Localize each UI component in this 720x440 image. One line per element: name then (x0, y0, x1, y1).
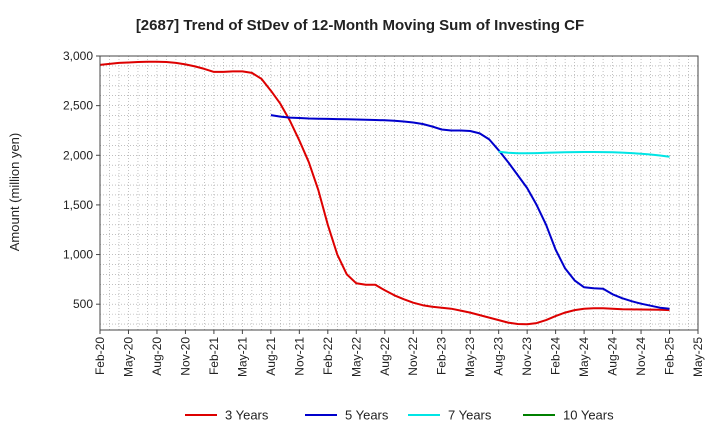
x-tick-label: Nov-23 (520, 337, 534, 376)
x-tick-label: Aug-20 (150, 337, 164, 376)
legend-label: 7 Years (448, 408, 492, 423)
x-tick-label: Feb-22 (321, 337, 335, 375)
legend-label: 5 Years (345, 408, 389, 423)
y-tick-label: 1,000 (63, 248, 93, 262)
chart-title: [2687] Trend of StDev of 12-Month Moving… (136, 17, 584, 34)
x-tick-label: Aug-24 (606, 337, 620, 376)
y-tick-label: 2,500 (63, 99, 93, 113)
series-line-7-years (498, 150, 670, 158)
y-tick-label: 1,500 (63, 198, 93, 212)
x-tick-label: Aug-23 (492, 337, 506, 376)
y-axis-label: Amount (million yen) (7, 133, 22, 252)
x-tick-label: Feb-25 (663, 337, 677, 375)
series-line-5-years (270, 114, 670, 310)
x-axis-ticks: Feb-20 May-20 Aug-20 Nov-20 Feb-21 May-21 Aug-… (93, 330, 705, 377)
y-tick-label: 3,000 (63, 49, 93, 63)
x-tick-label: Nov-20 (178, 337, 192, 376)
x-tick-label: Feb-20 (93, 337, 107, 375)
x-tick-label: Nov-21 (292, 337, 306, 376)
legend-label: 10 Years (563, 408, 614, 423)
x-tick-label: Feb-21 (207, 337, 221, 375)
y-axis-ticks: 500 1,000 1,500 2,000 2,500 3,000 (63, 49, 100, 311)
legend-label: 3 Years (225, 408, 269, 423)
x-tick-label: May-21 (235, 337, 249, 377)
x-tick-label: Feb-24 (549, 337, 563, 375)
series-lines (99, 60, 670, 326)
x-tick-label: Feb-23 (435, 337, 449, 375)
x-tick-label: May-22 (349, 337, 363, 377)
grid (99, 55, 699, 330)
legend: 3 Years 5 Years 7 Years 10 Years (185, 408, 614, 423)
x-tick-label: Nov-22 (406, 337, 420, 376)
x-tick-label: Nov-24 (634, 337, 648, 376)
x-tick-label: May-25 (691, 337, 705, 377)
series-line-3-years (99, 60, 670, 326)
y-tick-label: 2,000 (63, 148, 93, 162)
x-tick-label: Aug-22 (378, 337, 392, 376)
plot-area-frame (99, 55, 699, 331)
y-tick-label: 500 (73, 297, 93, 311)
x-tick-label: May-24 (577, 337, 591, 377)
x-tick-label: May-20 (121, 337, 135, 377)
x-tick-label: May-23 (463, 337, 477, 377)
x-tick-label: Aug-21 (264, 337, 278, 376)
